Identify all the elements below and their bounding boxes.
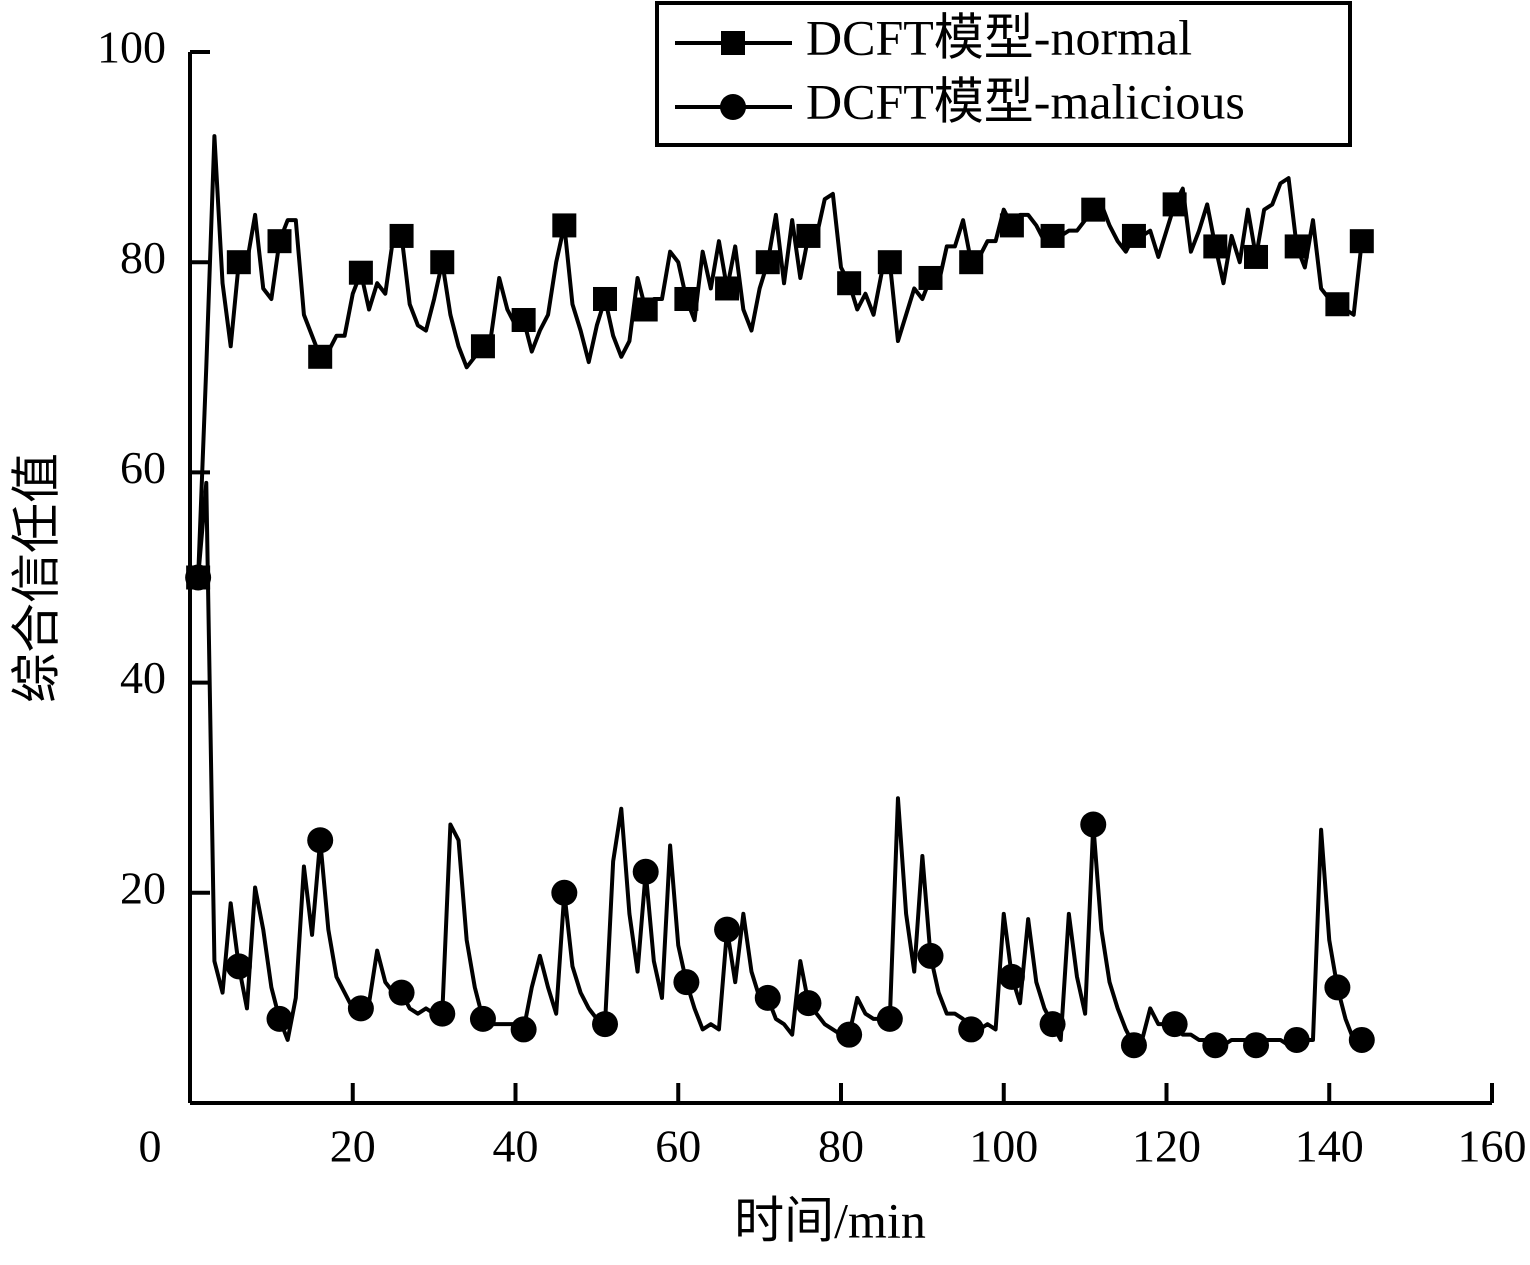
- x-tick-label: 20: [330, 1121, 376, 1172]
- circle-marker: [266, 1005, 293, 1032]
- square-marker: [226, 250, 251, 275]
- circle-marker: [1243, 1032, 1270, 1059]
- square-marker: [715, 276, 740, 301]
- y-tick-label: 60: [120, 442, 166, 493]
- circle-marker: [836, 1021, 863, 1048]
- square-marker: [796, 223, 821, 248]
- circle-marker: [714, 916, 741, 943]
- square-marker: [837, 271, 862, 296]
- circle-marker: [876, 1005, 903, 1032]
- square-marker: [1244, 244, 1269, 269]
- legend: DCFT模型-normal DCFT模型-malicious: [655, 1, 1352, 147]
- square-marker: [755, 250, 780, 275]
- square-marker: [633, 297, 658, 322]
- square-marker: [593, 286, 618, 311]
- square-marker: [308, 344, 333, 369]
- circle-marker: [1202, 1032, 1229, 1059]
- square-marker: [918, 265, 943, 290]
- y-tick-label: 80: [120, 232, 166, 283]
- y-tick-label: 40: [120, 652, 166, 703]
- legend-label: DCFT模型-normal: [806, 9, 1192, 65]
- square-marker: [267, 229, 292, 254]
- series-line: [196, 134, 1364, 578]
- y-tick-label: 20: [120, 862, 166, 913]
- circle-marker: [1324, 974, 1351, 1001]
- square-marker: [470, 334, 495, 359]
- square-marker: [1349, 229, 1374, 254]
- x-tick-label: 80: [818, 1121, 864, 1172]
- circle-marker: [1283, 1026, 1310, 1053]
- x-tick-label: 0: [139, 1121, 162, 1172]
- y-axis-label: 综合信任值: [8, 453, 64, 703]
- circle-marker: [795, 990, 822, 1017]
- square-marker: [1162, 192, 1187, 217]
- square-marker: [1325, 292, 1350, 317]
- circle-marker: [510, 1016, 537, 1043]
- legend-box: [655, 1, 1352, 147]
- x-tick-label: 160: [1458, 1121, 1527, 1172]
- x-tick-label: 60: [655, 1121, 701, 1172]
- square-marker: [1040, 223, 1065, 248]
- circle-marker: [1080, 811, 1107, 838]
- square-marker: [1081, 197, 1106, 222]
- square-marker: [1284, 234, 1309, 259]
- circle-marker: [225, 953, 252, 980]
- square-marker: [389, 223, 414, 248]
- circle-marker: [307, 827, 334, 854]
- square-marker: [959, 250, 984, 275]
- square-marker: [430, 250, 455, 275]
- square-marker: [999, 213, 1024, 238]
- circle-marker: [1120, 1032, 1147, 1059]
- circle-marker: [754, 984, 781, 1011]
- circle-marker: [551, 879, 578, 906]
- circle-marker: [998, 963, 1025, 990]
- square-marker: [1203, 234, 1228, 259]
- legend-label: DCFT模型-malicious: [806, 73, 1245, 129]
- circle-marker: [1348, 1026, 1375, 1053]
- circle-marker: [388, 979, 415, 1006]
- circle-marker: [958, 1016, 985, 1043]
- x-tick-label: 140: [1295, 1121, 1364, 1172]
- circle-marker: [917, 942, 944, 969]
- circle-marker: [347, 995, 374, 1022]
- circle-marker: [185, 564, 212, 591]
- circle-marker: [1161, 1011, 1188, 1038]
- x-tick-label: 120: [1132, 1121, 1201, 1172]
- circle-marker: [1039, 1011, 1066, 1038]
- legend-marker: [720, 94, 746, 120]
- circle-marker: [469, 1005, 496, 1032]
- legend-marker: [721, 31, 745, 55]
- series-line: [196, 480, 1362, 1048]
- square-marker: [348, 260, 373, 285]
- circle-marker: [429, 1000, 456, 1027]
- circle-marker: [632, 858, 659, 885]
- x-tick-label: 100: [969, 1121, 1038, 1172]
- y-tick-label: 100: [97, 22, 166, 73]
- square-marker: [552, 213, 577, 238]
- x-axis-label: 时间/min: [734, 1192, 926, 1248]
- square-marker: [674, 286, 699, 311]
- square-marker: [877, 250, 902, 275]
- circle-marker: [592, 1011, 619, 1038]
- square-marker: [511, 308, 536, 333]
- x-tick-label: 40: [493, 1121, 539, 1172]
- square-marker: [1121, 223, 1146, 248]
- circle-marker: [673, 969, 700, 996]
